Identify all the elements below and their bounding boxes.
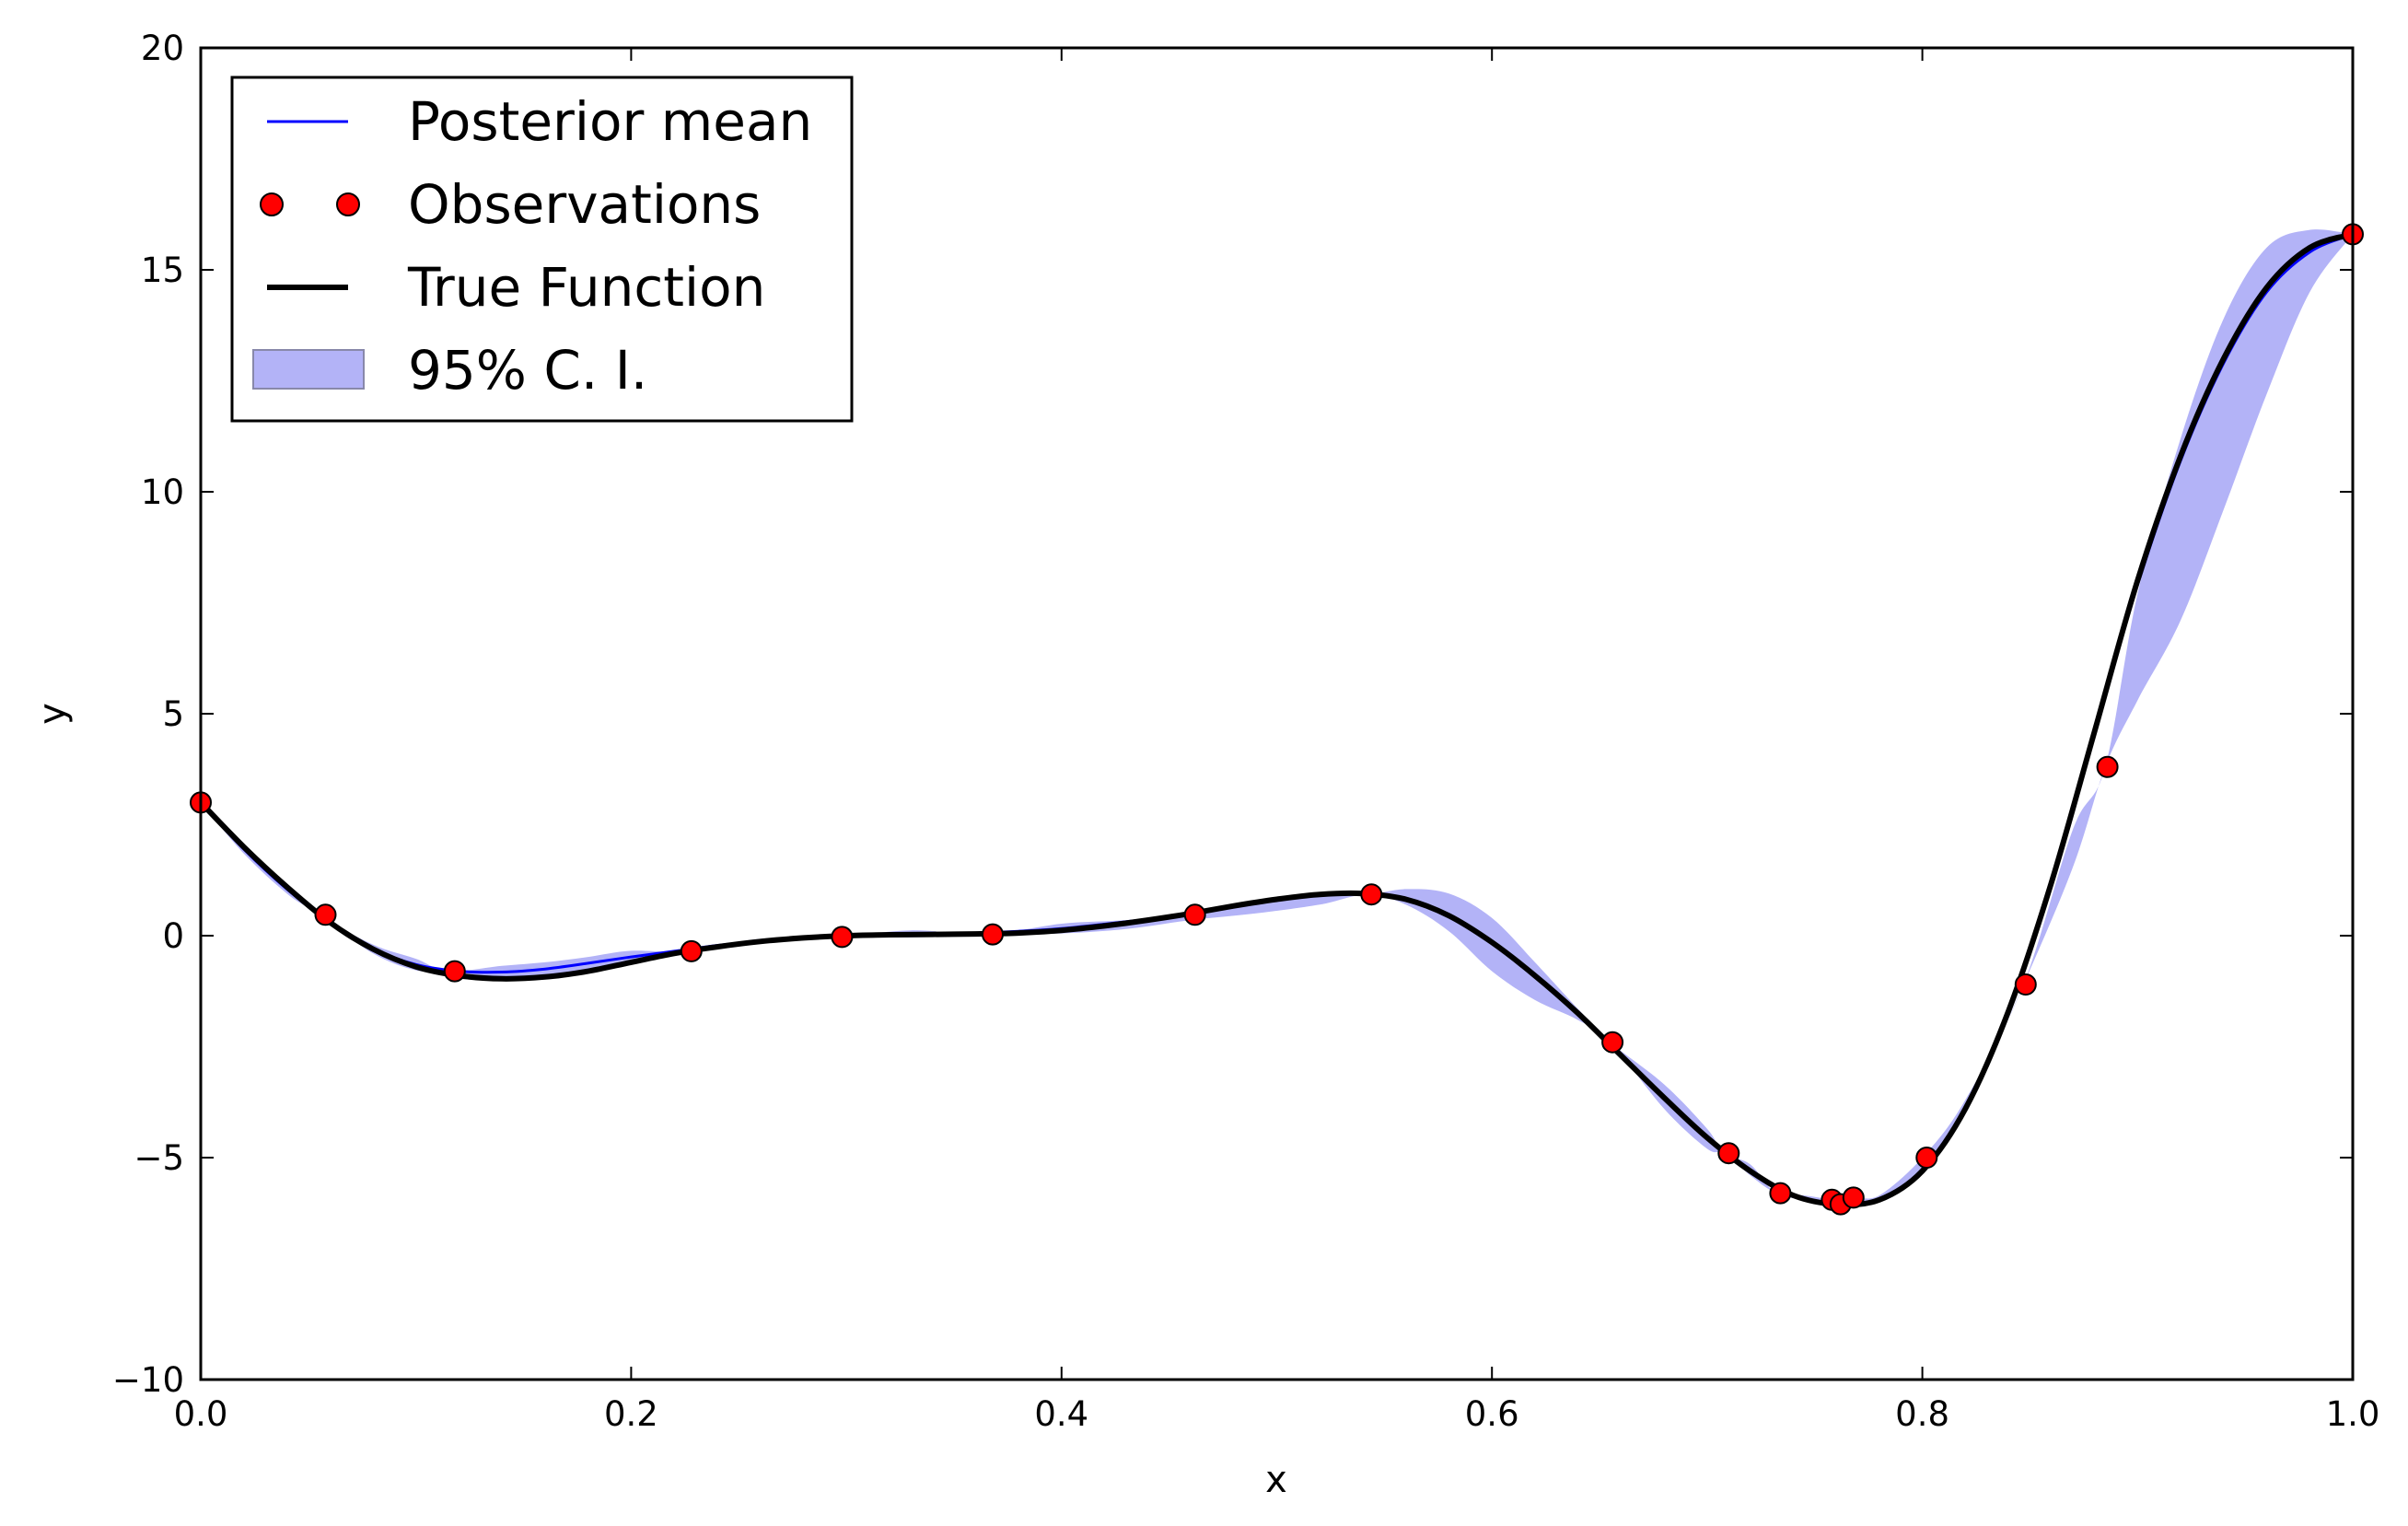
observation-point <box>1717 1142 1740 1165</box>
observation-point <box>1915 1147 1938 1169</box>
observation-point <box>831 926 854 949</box>
legend-label-posterior-mean: Posterior mean <box>408 90 812 153</box>
y-tick-label: −5 <box>134 1138 184 1178</box>
legend-swatch-observations-marker <box>336 192 360 216</box>
y-tick-label: −10 <box>112 1360 184 1400</box>
observation-point <box>2014 973 2037 996</box>
x-axis-label: x <box>1265 1459 1287 1501</box>
x-tick-label: 0.8 <box>1895 1394 1949 1434</box>
legend-label-ci: 95% C. I. <box>408 339 647 402</box>
observation-point <box>443 960 466 983</box>
x-tick-label: 1.0 <box>2326 1394 2380 1434</box>
y-tick-label: 15 <box>141 250 184 290</box>
y-tick-label: 5 <box>162 694 184 734</box>
observation-point <box>1842 1186 1865 1209</box>
x-tick-label: 0.6 <box>1465 1394 1519 1434</box>
x-tick-label: 0.0 <box>174 1394 228 1434</box>
x-tick-label: 0.2 <box>604 1394 658 1434</box>
legend-label-observations: Observations <box>408 173 761 236</box>
observation-point <box>314 903 337 926</box>
legend: Posterior mean Observations True Functio… <box>230 76 854 423</box>
y-tick-label: 20 <box>141 29 184 68</box>
observation-point <box>1601 1031 1624 1054</box>
observation-point <box>1360 883 1383 906</box>
observation-point <box>1183 903 1206 926</box>
y-tick-label: 0 <box>162 916 184 956</box>
ticks-layer: 0.0 0.2 0.4 0.6 0.8 1.0 −10 −5 0 5 10 15 20 <box>112 29 2380 1434</box>
observation-point <box>982 923 1004 946</box>
true-function-layer <box>198 231 2354 1208</box>
observation-point <box>1769 1182 1792 1205</box>
observation-point <box>680 939 703 962</box>
y-axis-label: y <box>31 703 74 725</box>
y-tick-label: 10 <box>141 472 184 512</box>
observation-point <box>2096 755 2119 778</box>
legend-swatch-observations-marker <box>260 192 284 216</box>
true-function-line <box>198 231 2354 1208</box>
legend-swatch-ci <box>252 349 365 390</box>
x-tick-label: 0.4 <box>1034 1394 1088 1434</box>
legend-label-true-function: True Function <box>407 256 765 319</box>
